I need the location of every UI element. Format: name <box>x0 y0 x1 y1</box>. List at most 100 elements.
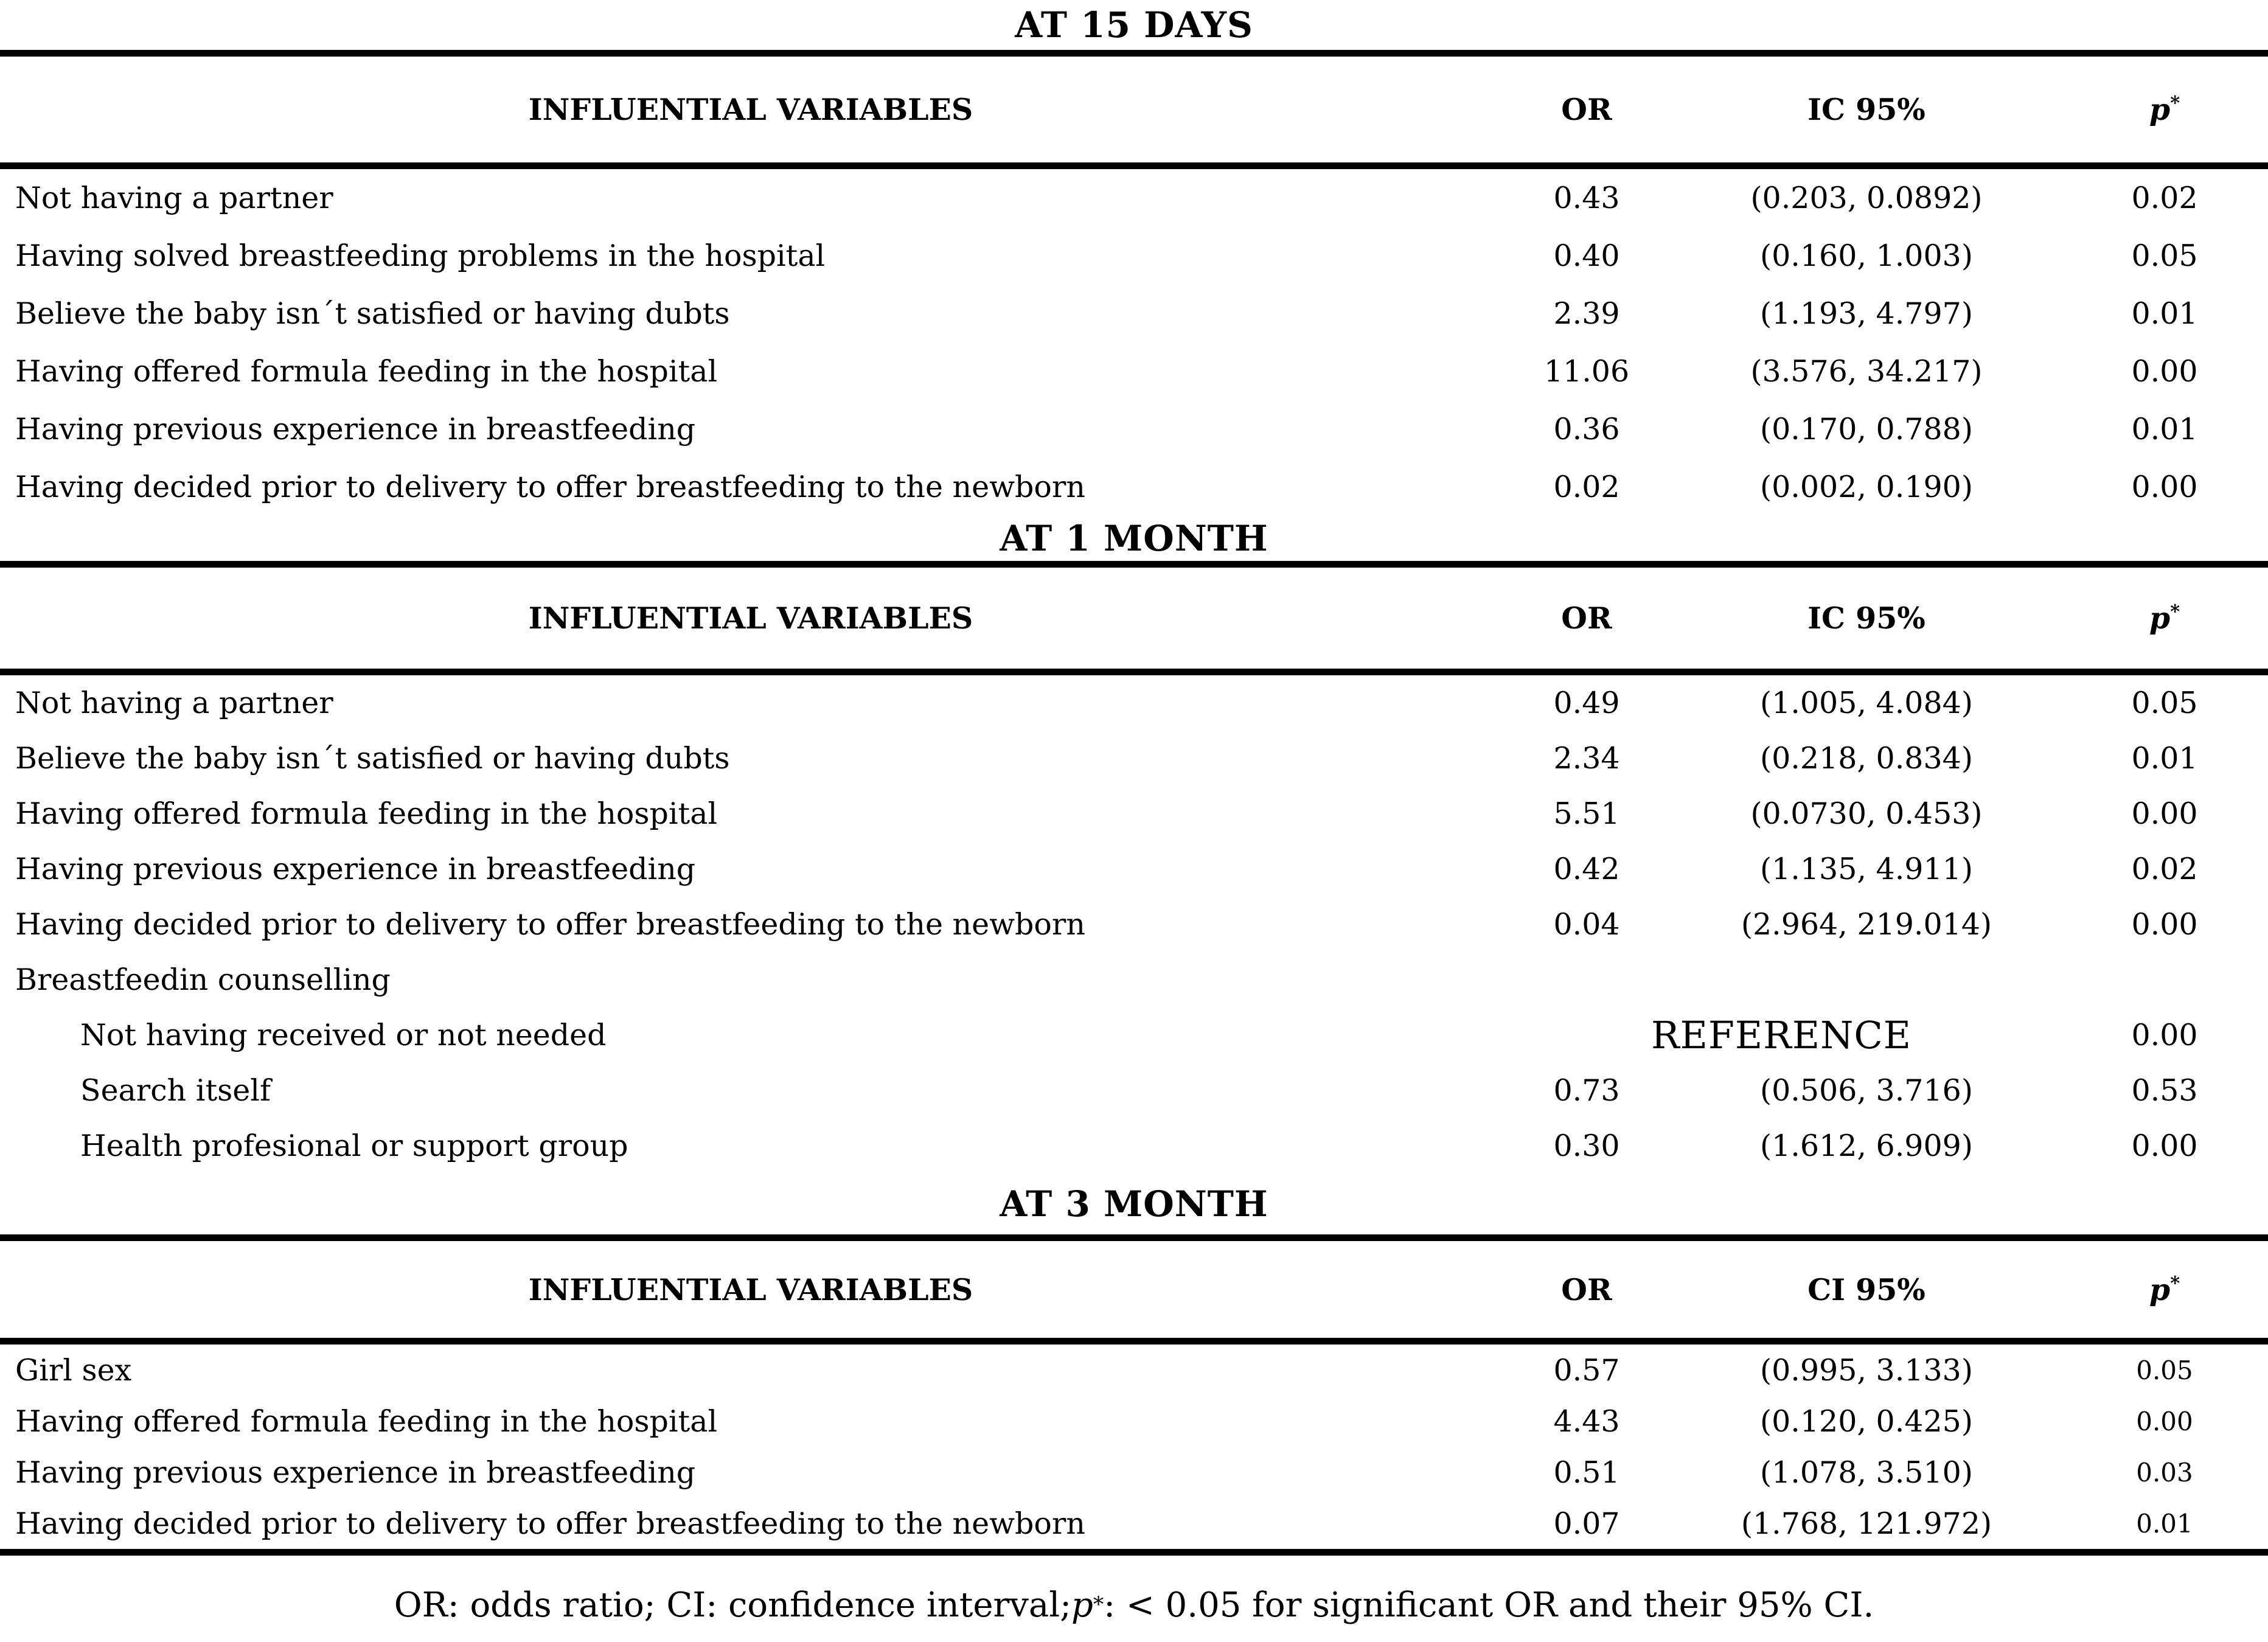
p-cell: 0.00 <box>2131 1129 2198 1163</box>
variable-cell: Having solved breastfeeding problems in … <box>15 238 826 273</box>
or-cell: 0.40 <box>1553 238 1620 273</box>
ci-cell: (0.218, 0.834) <box>1760 741 1973 776</box>
variable-cell: Not having received or not needed <box>80 1018 607 1052</box>
footnote-p-symbol: p <box>1071 1585 1093 1625</box>
section-body: Not having a partner 0.43 (0.203, 0.0892… <box>0 169 2268 516</box>
p-cell: 0.01 <box>2131 741 2198 776</box>
or-cell: 0.07 <box>1553 1506 1620 1541</box>
p-cell: 0.00 <box>2131 470 2198 504</box>
variable-cell: Having previous experience in breastfeed… <box>15 852 696 886</box>
table-row: Having previous experience in breastfeed… <box>0 841 2268 897</box>
table-row: Not having a partner 0.43 (0.203, 0.0892… <box>0 169 2268 227</box>
table-row: Having decided prior to delivery to offe… <box>0 458 2268 516</box>
column-header-ci: IC 95% <box>1807 600 1925 636</box>
variable-cell: Having offered formula feeding in the ho… <box>15 796 718 831</box>
column-header-p: p* <box>2149 600 2180 636</box>
or-cell: 0.36 <box>1553 412 1620 447</box>
column-header-or: OR <box>1561 600 1612 636</box>
ci-cell: (0.506, 3.716) <box>1760 1073 1973 1108</box>
or-cell: 0.57 <box>1553 1352 1620 1388</box>
table-row: Health profesional or support group 0.30… <box>0 1118 2268 1174</box>
ci-cell: (1.005, 4.084) <box>1760 686 1973 720</box>
table-row: Having previous experience in breastfeed… <box>0 400 2268 458</box>
ci-cell: (0.170, 0.788) <box>1760 412 1973 447</box>
column-header-variables: INFLUENTIAL VARIABLES <box>528 92 973 127</box>
column-header-variables: INFLUENTIAL VARIABLES <box>528 1272 973 1307</box>
table-row: Having decided prior to delivery to offe… <box>0 1498 2268 1549</box>
variable-cell: Having decided prior to delivery to offe… <box>15 907 1085 942</box>
column-header-ci: IC 95% <box>1807 92 1925 127</box>
ci-cell: (1.612, 6.909) <box>1760 1129 1973 1163</box>
table-row: Having offered formula feeding in the ho… <box>0 343 2268 400</box>
p-cell: 0.02 <box>2131 852 2198 886</box>
ci-cell: (1.135, 4.911) <box>1760 852 1973 886</box>
variable-cell: Having decided prior to delivery to offe… <box>15 470 1085 504</box>
column-header-or: OR <box>1561 92 1612 127</box>
ci-cell: (1.078, 3.510) <box>1760 1455 1973 1490</box>
footnote-p-star: * <box>1093 1593 1104 1617</box>
column-header-p: p* <box>2149 92 2180 127</box>
section-body: Not having a partner 0.49 (1.005, 4.084)… <box>0 675 2268 1174</box>
or-cell: 0.02 <box>1553 470 1620 504</box>
variable-cell: Not having a partner <box>15 181 333 215</box>
ci-cell: (0.002, 0.190) <box>1760 470 1973 504</box>
table-row: Having solved breastfeeding problems in … <box>0 227 2268 285</box>
variable-cell: Having previous experience in breastfeed… <box>15 1455 696 1490</box>
table-row: Having decided prior to delivery to offe… <box>0 897 2268 952</box>
variable-cell: Believe the baby isn´t satisfied or havi… <box>15 296 730 331</box>
p-cell: 0.01 <box>2136 1508 2193 1539</box>
p-cell: 0.00 <box>2131 796 2198 831</box>
or-cell: 0.43 <box>1553 181 1620 215</box>
divider <box>0 1234 2268 1241</box>
variable-cell: Health profesional or support group <box>80 1129 628 1163</box>
divider <box>0 1549 2268 1556</box>
table-row: Having previous experience in breastfeed… <box>0 1447 2268 1498</box>
p-cell: 0.53 <box>2131 1073 2198 1108</box>
ci-cell: (0.120, 0.425) <box>1760 1404 1973 1439</box>
or-cell: 2.34 <box>1553 741 1620 776</box>
table-row: Not having a partner 0.49 (1.005, 4.084)… <box>0 675 2268 731</box>
variable-cell: Having offered formula feeding in the ho… <box>15 1404 718 1439</box>
variable-cell: Girl sex <box>15 1352 132 1388</box>
p-cell: 0.02 <box>2131 181 2198 215</box>
table-row-reference: Not having received or not needed REFERE… <box>0 1007 2268 1063</box>
ci-cell: (0.0730, 0.453) <box>1750 796 1983 831</box>
variable-cell: Having previous experience in breastfeed… <box>15 412 696 447</box>
footnote-text-tail: : < 0.05 for significant OR and their 95… <box>1104 1585 1874 1625</box>
or-cell: 0.42 <box>1553 852 1620 886</box>
p-cell: 0.05 <box>2131 238 2198 273</box>
divider <box>0 561 2268 568</box>
or-cell: 0.73 <box>1553 1073 1620 1108</box>
ci-cell: (0.203, 0.0892) <box>1750 181 1983 215</box>
column-header-variables: INFLUENTIAL VARIABLES <box>528 600 973 636</box>
column-header-or: OR <box>1561 1272 1612 1307</box>
or-cell: 4.43 <box>1553 1404 1620 1439</box>
or-cell: 5.51 <box>1553 796 1620 831</box>
header-row: INFLUENTIAL VARIABLES OR IC 95% p* <box>0 568 2268 669</box>
p-cell: 0.00 <box>2131 907 2198 942</box>
ci-cell: (0.995, 3.133) <box>1760 1352 1973 1388</box>
or-cell: 0.04 <box>1553 907 1620 942</box>
table-row: Having offered formula feeding in the ho… <box>0 786 2268 841</box>
section-title-3-month: AT 3 MONTH <box>1000 1183 1268 1225</box>
p-cell: 0.00 <box>2131 354 2198 389</box>
variable-cell: Not having a partner <box>15 686 333 720</box>
divider <box>0 50 2268 57</box>
variable-cell: Having decided prior to delivery to offe… <box>15 1506 1085 1541</box>
table-row: Believe the baby isn´t satisfied or havi… <box>0 731 2268 786</box>
ci-cell: (0.160, 1.003) <box>1760 238 1973 273</box>
header-row: INFLUENTIAL VARIABLES OR IC 95% p* <box>0 57 2268 162</box>
or-cell: 0.30 <box>1553 1129 1620 1163</box>
p-cell: 0.05 <box>2136 1355 2193 1385</box>
column-header-p: p* <box>2149 1272 2180 1307</box>
reference-cell: REFERENCE <box>1651 1013 1912 1057</box>
or-cell: 2.39 <box>1553 296 1620 331</box>
variable-cell: Believe the baby isn´t satisfied or havi… <box>15 741 730 776</box>
or-cell: 11.06 <box>1543 354 1630 389</box>
ci-cell: (2.964, 219.014) <box>1741 907 1992 942</box>
table-row: Having offered formula feeding in the ho… <box>0 1396 2268 1447</box>
table-row: Girl sex 0.57 (0.995, 3.133) 0.05 <box>0 1345 2268 1396</box>
p-cell: 0.05 <box>2131 686 2198 720</box>
or-cell: 0.49 <box>1553 686 1620 720</box>
